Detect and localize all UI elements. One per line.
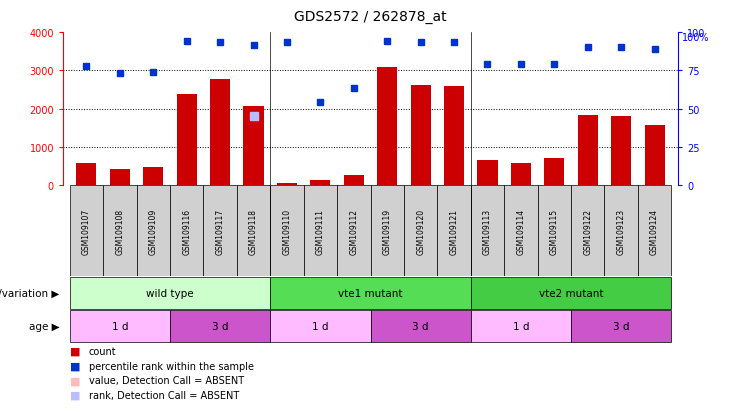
Bar — [70, 311, 170, 342]
Text: 3 d: 3 d — [413, 321, 429, 331]
Text: GSM109112: GSM109112 — [349, 208, 359, 254]
Bar — [571, 186, 605, 277]
Bar — [504, 186, 538, 277]
Bar — [571, 311, 671, 342]
Text: wild type: wild type — [146, 288, 193, 298]
Bar — [170, 186, 203, 277]
Bar — [176, 95, 196, 186]
Bar — [304, 186, 337, 277]
Bar — [70, 186, 103, 277]
Bar — [477, 161, 497, 186]
Text: 3 d: 3 d — [212, 321, 228, 331]
Bar — [277, 184, 297, 186]
Bar — [337, 186, 370, 277]
Text: GSM109114: GSM109114 — [516, 208, 525, 254]
Text: GSM109116: GSM109116 — [182, 208, 191, 254]
Bar — [143, 167, 163, 186]
Bar — [136, 186, 170, 277]
Text: GSM109109: GSM109109 — [149, 208, 158, 254]
Text: ■: ■ — [70, 390, 81, 400]
Text: percentile rank within the sample: percentile rank within the sample — [89, 361, 254, 371]
Bar — [237, 186, 270, 277]
Bar — [370, 311, 471, 342]
Text: 3 d: 3 d — [613, 321, 629, 331]
Text: vte1 mutant: vte1 mutant — [338, 288, 403, 298]
Text: rank, Detection Call = ABSENT: rank, Detection Call = ABSENT — [89, 390, 239, 400]
Text: GSM109122: GSM109122 — [583, 208, 592, 254]
Text: ■: ■ — [70, 361, 81, 371]
Bar — [578, 116, 598, 186]
Bar — [76, 164, 96, 186]
Text: GSM109123: GSM109123 — [617, 208, 625, 254]
Bar — [638, 186, 671, 277]
Text: GDS2572 / 262878_at: GDS2572 / 262878_at — [294, 10, 447, 24]
Bar — [605, 186, 638, 277]
Bar — [471, 186, 504, 277]
Text: age ▶: age ▶ — [29, 321, 59, 331]
Text: GSM109124: GSM109124 — [650, 208, 659, 254]
Text: 1 d: 1 d — [312, 321, 328, 331]
Bar — [444, 87, 464, 186]
Text: GSM109108: GSM109108 — [116, 208, 124, 254]
Text: value, Detection Call = ABSENT: value, Detection Call = ABSENT — [89, 375, 244, 385]
Bar — [244, 107, 264, 186]
Text: 1 d: 1 d — [112, 321, 128, 331]
Text: GSM109119: GSM109119 — [382, 208, 392, 254]
Bar — [270, 311, 370, 342]
Text: GSM109118: GSM109118 — [249, 208, 258, 254]
Bar — [411, 86, 431, 186]
Text: ■: ■ — [70, 346, 81, 356]
Bar — [103, 186, 136, 277]
Bar — [270, 278, 471, 309]
Text: count: count — [89, 346, 116, 356]
Bar — [170, 311, 270, 342]
Text: 100%: 100% — [682, 33, 709, 43]
Bar — [471, 311, 571, 342]
Bar — [70, 278, 270, 309]
Text: GSM109117: GSM109117 — [216, 208, 225, 254]
Text: ■: ■ — [70, 375, 81, 385]
Text: GSM109107: GSM109107 — [82, 208, 91, 254]
Text: vte2 mutant: vte2 mutant — [539, 288, 603, 298]
Text: GSM109120: GSM109120 — [416, 208, 425, 254]
Bar — [370, 186, 404, 277]
Bar — [611, 117, 631, 186]
Bar — [270, 186, 304, 277]
Text: GSM109121: GSM109121 — [450, 208, 459, 254]
Bar — [545, 159, 565, 186]
Bar — [538, 186, 571, 277]
Text: genotype/variation ▶: genotype/variation ▶ — [0, 288, 59, 298]
Bar — [310, 181, 330, 186]
Text: GSM109110: GSM109110 — [282, 208, 291, 254]
Bar — [645, 126, 665, 186]
Bar — [203, 186, 237, 277]
Bar — [377, 68, 397, 186]
Bar — [210, 80, 230, 186]
Bar — [511, 164, 531, 186]
Bar — [344, 175, 364, 186]
Text: GSM109115: GSM109115 — [550, 208, 559, 254]
Text: GSM109113: GSM109113 — [483, 208, 492, 254]
Bar — [471, 278, 671, 309]
Bar — [404, 186, 437, 277]
Text: 1 d: 1 d — [513, 321, 529, 331]
Text: GSM109111: GSM109111 — [316, 208, 325, 254]
Bar — [110, 170, 130, 186]
Bar — [437, 186, 471, 277]
